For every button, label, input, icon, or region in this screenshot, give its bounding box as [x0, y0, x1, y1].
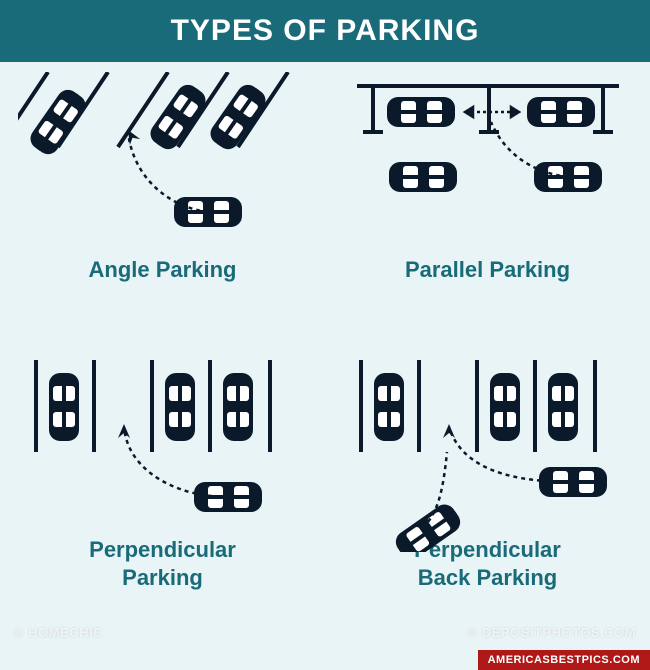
label-parallel: Parallel Parking — [405, 256, 570, 284]
watermark-left: © HOMECHIC — [14, 625, 103, 640]
label-angle: Angle Parking — [89, 256, 237, 284]
panel-angle: Angle Parking — [0, 62, 325, 342]
diagram-angle — [18, 72, 308, 252]
watermark-right: © DEPOSITPHOTOS.COM — [468, 625, 636, 640]
diagram-grid: Angle Parking — [0, 62, 650, 622]
footer-tag: AMERICASBESTPICS.COM — [478, 650, 650, 670]
page-title: TYPES OF PARKING — [0, 0, 650, 62]
diagram-perpendicular — [18, 352, 308, 532]
panel-parallel: Parallel Parking — [325, 62, 650, 342]
diagram-parallel — [343, 72, 633, 252]
diagram-perpendicular-back — [343, 352, 633, 532]
label-perpendicular: PerpendicularParking — [89, 536, 236, 591]
panel-perpendicular: PerpendicularParking — [0, 342, 325, 622]
panel-perpendicular-back: PerpendicularBack Parking — [325, 342, 650, 622]
